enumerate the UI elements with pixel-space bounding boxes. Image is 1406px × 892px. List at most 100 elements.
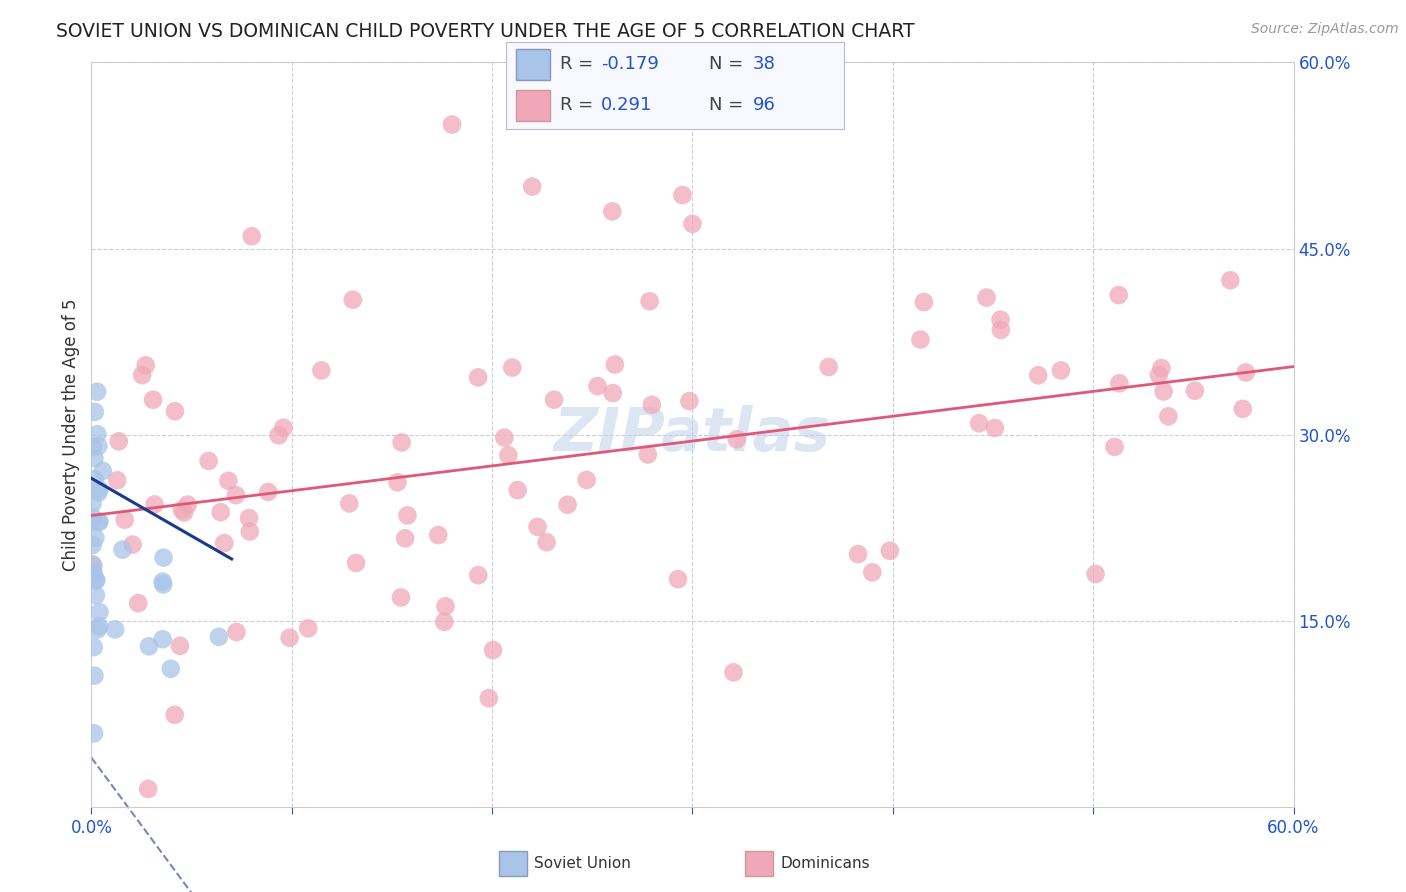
- Point: [1108, 288, 1130, 302]
- Point: [678, 394, 700, 409]
- Point: [127, 596, 149, 610]
- Point: [89, 515, 111, 529]
- Point: [86, 384, 108, 399]
- Point: [240, 229, 263, 244]
- Point: [142, 392, 165, 407]
- Point: [522, 179, 544, 194]
- Point: [225, 488, 247, 502]
- Point: [990, 312, 1012, 326]
- Text: N =: N =: [709, 54, 748, 73]
- Point: [1153, 384, 1175, 399]
- Point: [396, 508, 419, 523]
- Text: -0.179: -0.179: [600, 54, 658, 73]
- Point: [152, 550, 174, 565]
- Point: [84, 574, 107, 588]
- Point: [86, 427, 108, 442]
- Bar: [516, 90, 550, 120]
- Point: [638, 294, 661, 309]
- Point: [879, 543, 901, 558]
- Point: [82, 538, 104, 552]
- Point: [83, 472, 105, 486]
- Point: [433, 615, 456, 629]
- Point: [498, 448, 520, 462]
- Point: [104, 623, 127, 637]
- Point: [80, 557, 103, 571]
- Point: [89, 619, 111, 633]
- Point: [427, 528, 450, 542]
- Point: [114, 513, 136, 527]
- Point: [136, 781, 159, 796]
- Text: ZIPatlas: ZIPatlas: [554, 405, 831, 465]
- Point: [723, 665, 745, 680]
- Text: 0.291: 0.291: [600, 95, 652, 114]
- Point: [267, 428, 290, 442]
- Point: [337, 496, 360, 510]
- Point: [501, 360, 523, 375]
- Point: [152, 574, 174, 589]
- Point: [342, 293, 364, 307]
- Text: SOVIET UNION VS DOMINICAN CHILD POVERTY UNDER THE AGE OF 5 CORRELATION CHART: SOVIET UNION VS DOMINICAN CHILD POVERTY …: [56, 22, 915, 41]
- Point: [87, 485, 110, 500]
- Text: N =: N =: [709, 95, 748, 114]
- Point: [526, 520, 548, 534]
- Point: [557, 498, 579, 512]
- Point: [152, 632, 174, 647]
- Point: [169, 639, 191, 653]
- Point: [83, 640, 105, 654]
- Point: [82, 510, 104, 524]
- Point: [121, 537, 143, 551]
- Text: 96: 96: [752, 95, 775, 114]
- Point: [1232, 401, 1254, 416]
- Point: [440, 118, 463, 132]
- Point: [478, 691, 501, 706]
- Point: [84, 573, 107, 587]
- Point: [82, 440, 104, 454]
- Point: [135, 359, 157, 373]
- Point: [586, 379, 609, 393]
- Text: 38: 38: [752, 54, 775, 73]
- Point: [143, 497, 166, 511]
- Point: [170, 503, 193, 517]
- Point: [163, 404, 186, 418]
- Point: [602, 204, 624, 219]
- Point: [273, 420, 295, 434]
- Point: [152, 577, 174, 591]
- Point: [208, 630, 231, 644]
- Text: Dominicans: Dominicans: [780, 856, 870, 871]
- Point: [602, 386, 624, 401]
- Point: [238, 511, 260, 525]
- Point: [603, 358, 626, 372]
- Point: [111, 542, 134, 557]
- Text: Source: ZipAtlas.com: Source: ZipAtlas.com: [1251, 22, 1399, 37]
- Text: R =: R =: [560, 54, 599, 73]
- Point: [506, 483, 529, 497]
- Point: [84, 588, 107, 602]
- Point: [482, 643, 505, 657]
- Point: [138, 640, 160, 654]
- Point: [83, 726, 105, 740]
- Point: [846, 547, 869, 561]
- Point: [159, 662, 181, 676]
- Point: [257, 485, 280, 500]
- Point: [82, 558, 104, 573]
- Point: [83, 405, 105, 419]
- Point: [209, 505, 232, 519]
- Point: [1050, 363, 1073, 377]
- Point: [91, 464, 114, 478]
- Point: [86, 623, 108, 637]
- Point: [87, 439, 110, 453]
- Point: [967, 417, 990, 431]
- Point: [83, 668, 105, 682]
- Point: [467, 568, 489, 582]
- Point: [543, 392, 565, 407]
- Point: [1219, 273, 1241, 287]
- Point: [105, 473, 128, 487]
- Point: [131, 368, 153, 383]
- Point: [912, 295, 935, 310]
- Bar: [516, 49, 550, 79]
- Point: [817, 359, 839, 374]
- Y-axis label: Child Poverty Under the Age of 5: Child Poverty Under the Age of 5: [62, 299, 80, 571]
- Point: [494, 431, 516, 445]
- Point: [311, 363, 333, 377]
- Point: [176, 498, 198, 512]
